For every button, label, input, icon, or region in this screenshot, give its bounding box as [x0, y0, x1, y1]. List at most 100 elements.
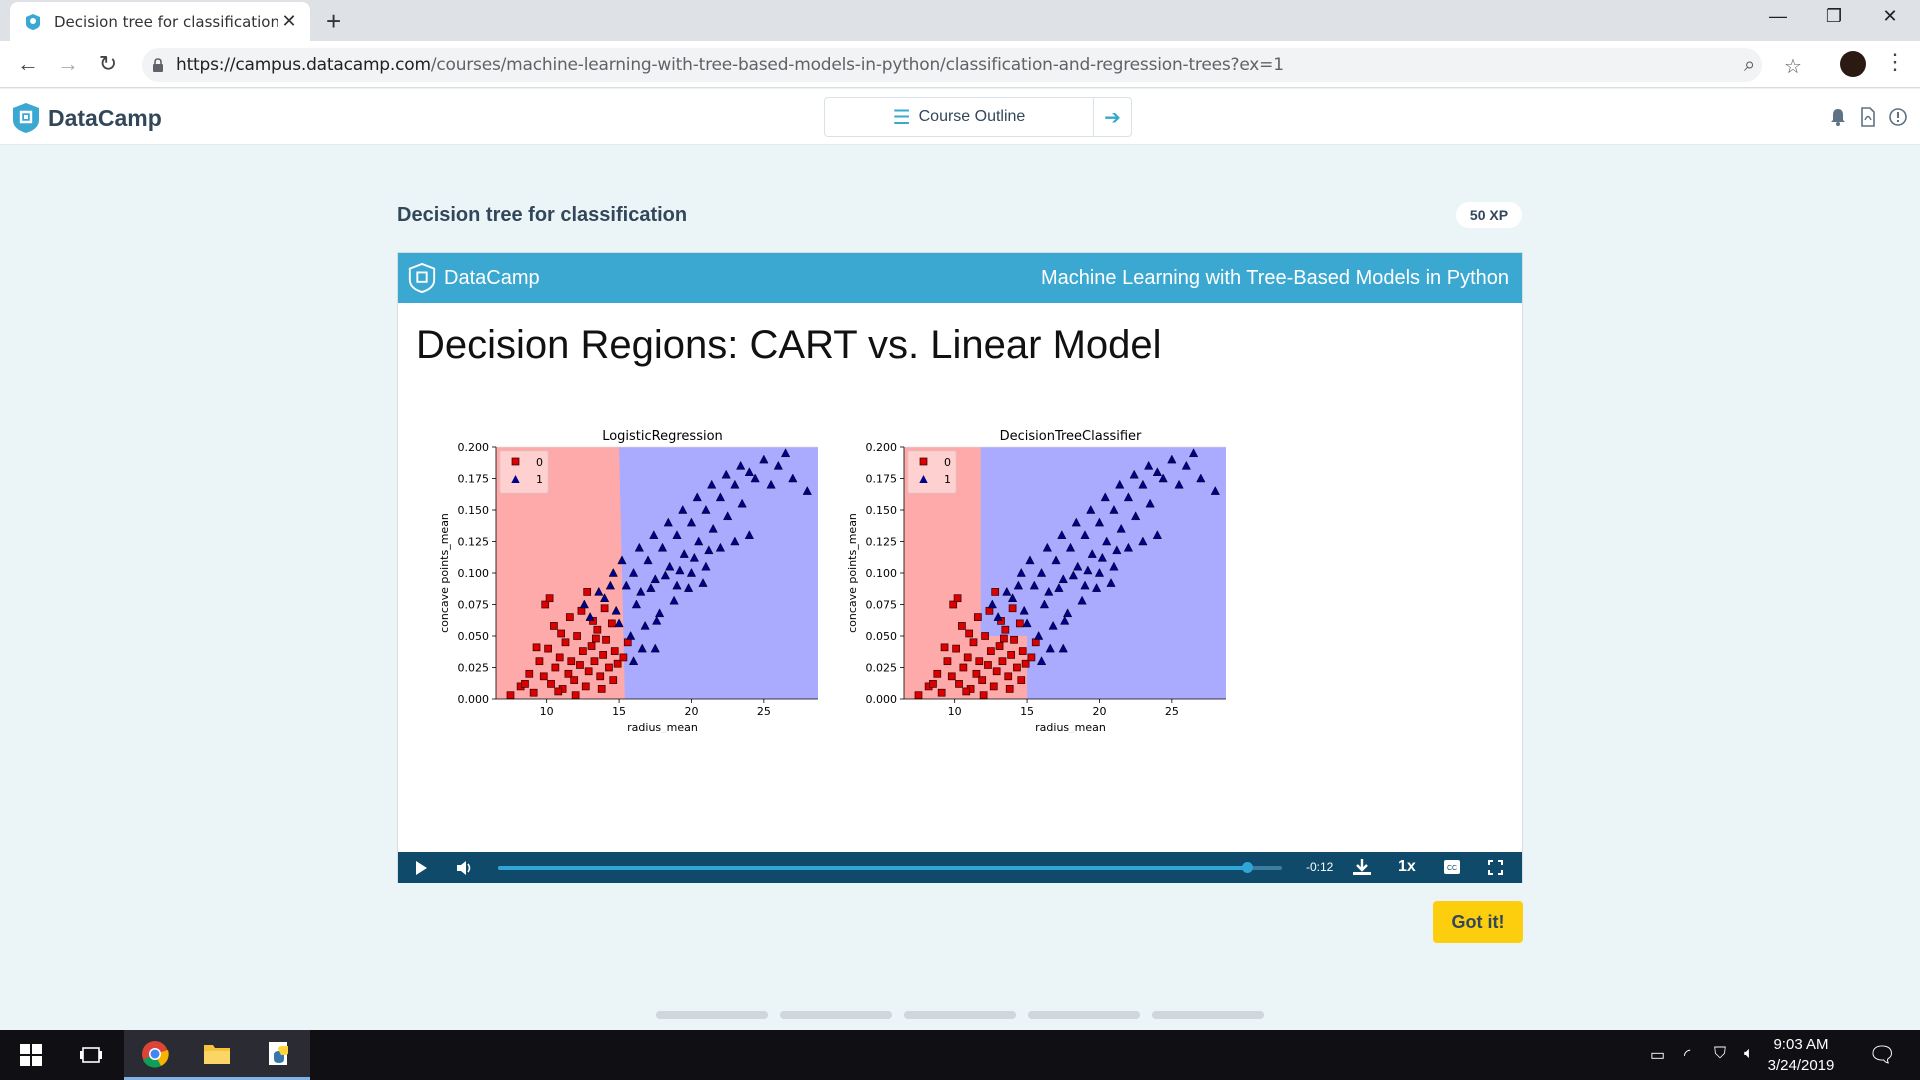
data-point-class-1 — [649, 530, 659, 539]
task-view-icon[interactable] — [60, 1030, 122, 1080]
y-tick-label: 0.025 — [458, 662, 490, 675]
data-point-class-0 — [978, 676, 987, 684]
video-player[interactable]: DataCamp Machine Learning with Tree-Base… — [397, 252, 1523, 883]
data-point-class-1 — [1094, 517, 1105, 527]
battery-icon[interactable]: ▭ — [1650, 1047, 1666, 1064]
menu-icon: ☰ — [892, 106, 911, 129]
defender-shield-icon[interactable]: ⛉ — [1714, 1045, 1727, 1062]
download-icon[interactable] — [1352, 858, 1372, 876]
data-point-class-1 — [689, 552, 699, 562]
url-field[interactable]: https://campus.datacamp.com/courses/mach… — [142, 48, 1802, 82]
pdf-slides-icon[interactable] — [1858, 107, 1878, 127]
close-window-icon[interactable]: ✕ — [1882, 6, 1898, 26]
data-point-class-0 — [619, 653, 628, 662]
slide-indicator[interactable] — [656, 1011, 768, 1019]
data-point-class-1 — [744, 467, 754, 476]
lock-icon — [153, 58, 163, 72]
data-point-class-1 — [594, 586, 604, 596]
play-icon[interactable] — [414, 860, 428, 876]
slide-indicator[interactable] — [1028, 1011, 1140, 1019]
browser-menu-icon[interactable]: ⋮ — [1884, 49, 1906, 74]
speaker-icon[interactable]: 🔈︎ — [1744, 1045, 1754, 1062]
new-tab-icon[interactable]: + — [326, 6, 342, 36]
data-point-class-0 — [613, 659, 622, 668]
data-point-class-0 — [587, 642, 596, 650]
data-point-class-0 — [1004, 672, 1013, 681]
data-point-class-1 — [773, 460, 783, 470]
chrome-taskbar-icon[interactable] — [124, 1030, 186, 1080]
python-editor-icon[interactable] — [248, 1030, 310, 1080]
datacamp-logo[interactable]: DataCamp — [12, 102, 162, 134]
data-point-class-1 — [744, 530, 754, 539]
data-point-class-0 — [557, 629, 566, 638]
data-point-class-1 — [1039, 599, 1050, 609]
data-point-class-1 — [730, 536, 740, 546]
volume-icon[interactable] — [456, 859, 474, 877]
data-point-class-0 — [554, 687, 563, 696]
data-point-class-1 — [1080, 530, 1090, 539]
report-issue-icon[interactable] — [1888, 107, 1908, 127]
bookmark-star-icon[interactable]: ☆ — [1784, 56, 1802, 78]
playback-speed-button[interactable]: 1x — [1398, 858, 1416, 875]
system-clock[interactable]: 9:03 AM 3/24/2019 — [1756, 1034, 1846, 1076]
data-point-class-1 — [1188, 448, 1199, 458]
data-point-class-1 — [679, 549, 689, 558]
notification-bell-icon[interactable] — [1828, 107, 1848, 127]
course-outline-button[interactable]: ☰ Course Outline — [825, 98, 1093, 136]
wifi-icon[interactable]: ◜ — [1684, 1047, 1691, 1064]
slide-indicator[interactable] — [904, 1011, 1016, 1019]
data-point-class-0 — [610, 647, 619, 655]
data-point-class-0 — [570, 676, 579, 684]
data-point-class-1 — [1144, 460, 1154, 470]
progress-bar[interactable] — [498, 862, 1282, 873]
data-point-class-1 — [663, 517, 673, 527]
slide-indicator[interactable] — [780, 1011, 892, 1019]
got-it-button[interactable]: Got it! — [1433, 901, 1523, 943]
data-point-class-0 — [979, 691, 988, 700]
data-point-class-1 — [650, 574, 660, 584]
data-point-class-1 — [686, 567, 697, 577]
data-point-class-0 — [1013, 663, 1021, 672]
progress-handle[interactable] — [1241, 862, 1253, 873]
zoom-icon[interactable]: ⌕ — [1744, 54, 1756, 76]
data-point-class-0 — [998, 657, 1007, 666]
fullscreen-icon[interactable] — [1488, 860, 1503, 875]
data-point-class-1 — [1002, 586, 1012, 596]
slide-indicator[interactable] — [1152, 1011, 1264, 1019]
data-point-class-0 — [535, 657, 544, 666]
data-point-class-1 — [1086, 504, 1096, 514]
minimize-icon[interactable]: — — [1769, 6, 1787, 26]
action-center-icon[interactable]: 🗨︎ — [1868, 1042, 1896, 1067]
tab-close-icon[interactable]: ✕ — [281, 11, 297, 31]
data-point-class-1 — [723, 511, 733, 521]
data-point-class-1 — [1116, 523, 1126, 533]
windows-start-icon[interactable] — [0, 1030, 62, 1080]
data-point-class-0 — [947, 672, 956, 681]
logistic-regression-chart: 0.000 0.025 0.050 0.075 0.100 0.125 0.150 0.175… — [438, 429, 818, 733]
data-point-class-1 — [1109, 504, 1119, 514]
data-point-class-1 — [585, 612, 595, 621]
forward-icon[interactable]: → — [57, 51, 79, 76]
next-exercise-arrow-icon[interactable]: ➔ — [1093, 98, 1131, 136]
browser-tab[interactable]: Decision tree for classification | P ✕ — [10, 2, 310, 41]
data-point-class-0 — [596, 672, 605, 681]
clock-date: 3/24/2019 — [1767, 1057, 1835, 1074]
data-point-class-0 — [995, 642, 1004, 650]
data-point-class-1 — [1019, 605, 1029, 615]
reload-icon[interactable]: ↻ — [98, 51, 118, 76]
captions-icon[interactable]: CC — [1444, 860, 1460, 874]
data-point-class-1 — [694, 536, 704, 546]
data-point-class-1 — [1102, 536, 1112, 546]
slide-brand: DataCamp — [408, 263, 540, 293]
data-point-class-0 — [1018, 647, 1027, 655]
data-point-class-0 — [937, 688, 946, 697]
file-explorer-icon[interactable] — [186, 1030, 248, 1080]
data-point-class-1 — [1036, 567, 1047, 577]
y-tick-label: 0.000 — [866, 693, 898, 706]
data-point-class-1 — [1051, 555, 1061, 565]
restore-icon[interactable]: ❐ — [1825, 6, 1843, 26]
back-icon[interactable]: ← — [17, 51, 39, 76]
data-point-class-1 — [1057, 530, 1067, 539]
profile-avatar[interactable] — [1840, 51, 1866, 77]
data-point-class-1 — [652, 615, 662, 625]
